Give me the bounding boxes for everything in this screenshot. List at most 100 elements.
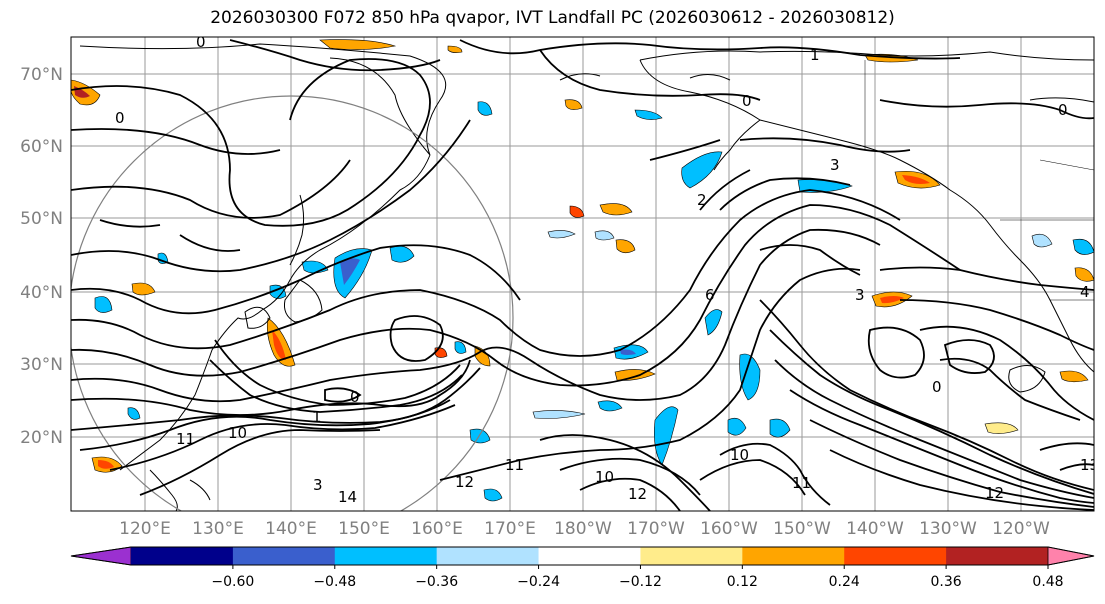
shade-blob <box>599 203 633 216</box>
contour-label: 0 <box>196 33 206 51</box>
lon-label: 170°W <box>627 519 685 539</box>
contour-label: 3 <box>855 286 865 304</box>
contour-label: 0 <box>742 92 752 110</box>
contour-label: 2 <box>697 191 707 209</box>
contour-label: 3 <box>830 156 840 174</box>
lon-label: 140°W <box>846 519 904 539</box>
shade-blob <box>634 109 663 120</box>
contour-labels: 0 1 0 0 0 3 2 3 4 6 10 11 12 14 13 11 10… <box>115 33 1099 506</box>
latitude-labels: 70°N 60°N 50°N 40°N 30°N 20°N <box>20 65 63 448</box>
figure-title: 2026030300 F072 850 hPa qvapor, IVT Land… <box>210 8 895 28</box>
longitude-labels: 120°E 130°E 140°E 150°E 160°E 170°E 180°W 170°W… <box>119 519 1050 539</box>
shade-blob <box>615 239 636 254</box>
colorbar-swatch <box>844 547 947 565</box>
shade-blob <box>532 410 586 419</box>
contour-label: 10 <box>730 446 749 464</box>
shade-blob <box>1031 233 1053 248</box>
contour-label: 11 <box>505 456 524 474</box>
landfall-radius-circle <box>71 95 514 511</box>
lon-label: 180°W <box>554 519 612 539</box>
shade-blob <box>984 422 1019 434</box>
contour-label: 14 <box>338 488 357 506</box>
shade-blob <box>704 309 723 336</box>
contour-label: 12 <box>455 473 474 491</box>
colorbar-swatch <box>131 547 234 565</box>
colorbar-tick-label: −0.24 <box>517 574 560 590</box>
contour-label: 0 <box>1058 101 1068 119</box>
colorbar-extend-min <box>70 546 132 566</box>
contour-label: 3 <box>313 476 323 494</box>
shade-blob <box>547 230 576 239</box>
colorbar-swatch <box>640 547 743 565</box>
shade-blob <box>769 418 791 438</box>
contour-label: 1 <box>810 46 820 64</box>
lat-label: 50°N <box>20 209 63 229</box>
contour-label: 11 <box>792 474 811 492</box>
shade-blob <box>319 39 397 50</box>
shade-blob <box>620 349 636 355</box>
lon-label: 160°E <box>411 519 463 539</box>
shade-blob <box>447 45 463 53</box>
lon-label: 150°E <box>338 519 390 539</box>
contour-label: 0 <box>350 388 360 406</box>
lon-label: 120°E <box>119 519 171 539</box>
shade-blob <box>483 488 503 502</box>
contour-label: 6 <box>705 286 715 304</box>
shade-blob <box>597 400 623 412</box>
contour-label: 4 <box>1080 283 1090 301</box>
shade-blob <box>127 407 141 420</box>
contour-label: 0 <box>932 378 942 396</box>
colorbar-outline <box>70 546 1095 566</box>
shade-blob <box>477 101 493 116</box>
contour-label: 12 <box>628 485 647 503</box>
lon-label: 150°W <box>773 519 831 539</box>
lon-label: 160°W <box>700 519 758 539</box>
lon-label: 140°E <box>265 519 317 539</box>
colorbar-swatch <box>232 547 336 565</box>
shade-blob <box>564 99 583 110</box>
contour-label: 11 <box>176 430 195 448</box>
shade-blob <box>272 330 286 360</box>
colorbar-tick-label: 0.12 <box>727 574 758 590</box>
shade-blob <box>880 296 904 304</box>
colorbar-tick-label: 0.48 <box>1032 574 1063 590</box>
shade-blob <box>131 282 156 296</box>
shade-blob <box>594 230 615 241</box>
shade-blob <box>654 406 679 466</box>
colorbar-swatch <box>946 547 1049 565</box>
shade-blob <box>569 205 585 218</box>
shade-blob <box>94 296 113 313</box>
lon-label: 120°W <box>992 519 1050 539</box>
lat-label: 70°N <box>20 65 63 85</box>
shade-blob <box>681 151 723 189</box>
colorbar-tick-label: −0.12 <box>619 574 662 590</box>
colorbar-extend-max <box>1047 546 1095 566</box>
contour-label: 0 <box>115 109 125 127</box>
contour-label: 13 <box>1080 456 1099 474</box>
colorbar-tick-label: −0.60 <box>211 574 254 590</box>
shade-blob <box>727 417 747 436</box>
colorbar-tick-label: −0.36 <box>415 574 458 590</box>
colorbar-swatch <box>538 547 641 565</box>
lat-label: 30°N <box>20 355 63 375</box>
map-frame <box>70 36 1095 512</box>
colorbar-swatch <box>334 547 438 565</box>
borders <box>864 60 1094 301</box>
contours <box>71 39 1094 511</box>
lat-label: 40°N <box>20 283 63 303</box>
contour-label: 10 <box>228 424 247 442</box>
shade-blob <box>469 428 491 444</box>
colorbar-tick-label: 0.24 <box>829 574 860 590</box>
lon-label: 130°W <box>919 519 977 539</box>
lat-label: 60°N <box>20 137 63 157</box>
shade-blob <box>98 460 114 469</box>
shade-blob <box>340 258 360 285</box>
shade-blob <box>454 341 467 354</box>
lon-label: 170°E <box>484 519 536 539</box>
shade-blob <box>902 175 930 184</box>
colorbar: −0.60 −0.48 −0.36 −0.24 −0.12 0.12 0.24 0.36 0.4… <box>70 546 1095 590</box>
map-panel: 0 1 0 0 0 3 2 3 4 6 10 11 12 14 13 11 10… <box>71 33 1099 511</box>
contour-label: 12 <box>985 484 1004 502</box>
colorbar-swatch <box>742 547 845 565</box>
